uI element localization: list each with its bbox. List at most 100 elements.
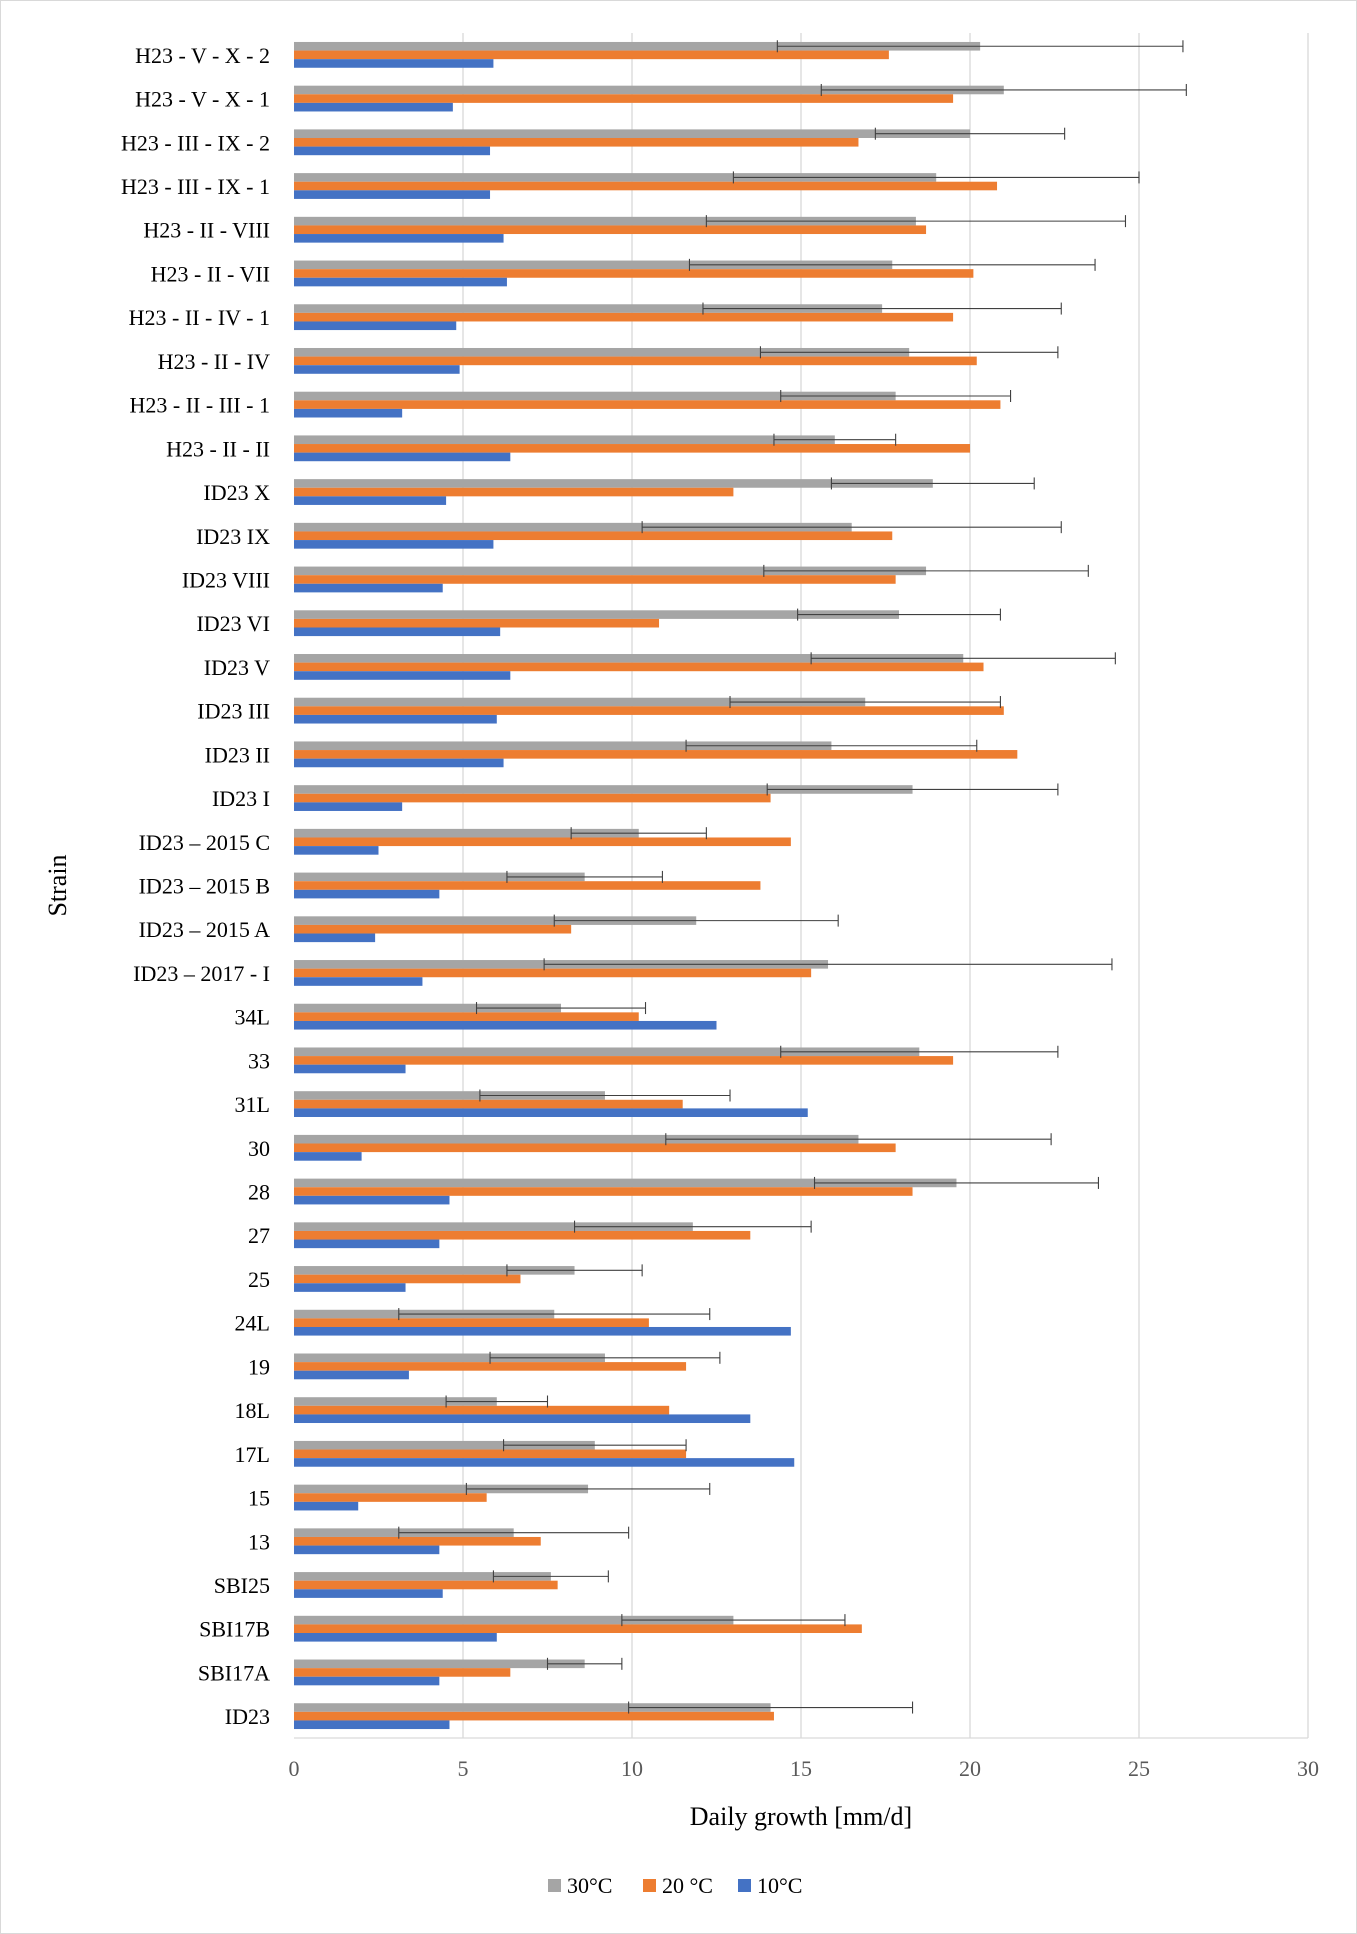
bar bbox=[294, 1589, 443, 1598]
bar bbox=[294, 1230, 751, 1240]
bar bbox=[294, 1353, 605, 1363]
bar bbox=[294, 400, 1001, 409]
category-label: H23 - II - VII bbox=[151, 261, 270, 286]
bar bbox=[294, 933, 376, 943]
bar bbox=[294, 1318, 649, 1327]
bar bbox=[294, 1056, 954, 1065]
legend-label: 20 °C bbox=[662, 1873, 713, 1898]
bar bbox=[294, 671, 511, 680]
bar bbox=[294, 1703, 771, 1712]
bar bbox=[294, 540, 494, 549]
category-label: 15 bbox=[248, 1486, 270, 1511]
bar bbox=[294, 889, 440, 899]
category-label: 31L bbox=[235, 1092, 270, 1117]
bar bbox=[294, 924, 572, 934]
category-label: 24L bbox=[235, 1311, 270, 1336]
bar bbox=[294, 531, 893, 541]
category-label: 13 bbox=[248, 1529, 270, 1554]
category-label: 18L bbox=[235, 1398, 270, 1423]
bar bbox=[294, 610, 900, 619]
bars-layer bbox=[294, 41, 1018, 1730]
bar bbox=[294, 1362, 687, 1371]
x-axis-ticks: 0 5 10 15 20 25 30 bbox=[289, 1756, 1320, 1781]
bar bbox=[294, 618, 660, 628]
bar bbox=[294, 1633, 497, 1642]
bar bbox=[294, 793, 771, 803]
bar bbox=[294, 1222, 693, 1231]
category-label: 25 bbox=[248, 1267, 270, 1292]
category-label: H23 - III - IX - 1 bbox=[121, 174, 270, 199]
bar bbox=[294, 260, 893, 270]
bar bbox=[294, 1239, 440, 1249]
bar bbox=[294, 1676, 440, 1686]
bar bbox=[294, 758, 504, 768]
category-label: ID23 – 2017 - I bbox=[133, 961, 270, 986]
bar bbox=[294, 1266, 575, 1275]
x-tick-label: 25 bbox=[1128, 1756, 1150, 1781]
category-label: ID23 V bbox=[204, 655, 270, 680]
bar bbox=[294, 1370, 409, 1380]
bar bbox=[294, 741, 832, 751]
bar bbox=[294, 566, 927, 576]
bar bbox=[294, 50, 889, 60]
bar bbox=[294, 968, 812, 978]
bar bbox=[294, 1484, 589, 1494]
category-label: ID23 I bbox=[212, 786, 270, 811]
category-label: 19 bbox=[248, 1354, 270, 1379]
x-axis-title: Daily growth [mm/d] bbox=[690, 1802, 912, 1831]
bar bbox=[294, 802, 403, 811]
category-label: ID23 – 2015 A bbox=[139, 917, 271, 942]
bar bbox=[294, 654, 964, 663]
bar bbox=[294, 452, 511, 462]
category-label: H23 - II - VIII bbox=[143, 218, 270, 243]
bar bbox=[294, 1668, 511, 1677]
bar bbox=[294, 216, 916, 226]
bar bbox=[294, 1659, 585, 1669]
bar bbox=[294, 714, 497, 724]
bar bbox=[294, 277, 507, 287]
legend-label: 10°C bbox=[757, 1873, 802, 1898]
bar bbox=[294, 1720, 450, 1730]
bar bbox=[294, 444, 970, 453]
bar bbox=[294, 1020, 717, 1030]
bar bbox=[294, 1615, 734, 1625]
bar bbox=[294, 1187, 913, 1196]
category-label: ID23 III bbox=[197, 699, 270, 724]
bar bbox=[294, 1326, 791, 1336]
bar bbox=[294, 916, 697, 925]
bar bbox=[294, 872, 585, 882]
bar bbox=[294, 190, 491, 199]
bar bbox=[294, 977, 423, 986]
bar bbox=[294, 1003, 562, 1013]
bar bbox=[294, 181, 998, 191]
category-label: SBI17A bbox=[198, 1660, 270, 1685]
bar bbox=[294, 1572, 551, 1581]
bar bbox=[294, 1099, 683, 1109]
category-label: 34L bbox=[235, 1005, 270, 1030]
legend-label: 30°C bbox=[567, 1873, 612, 1898]
bar bbox=[294, 102, 453, 112]
bar bbox=[294, 356, 977, 366]
bar bbox=[294, 365, 460, 374]
x-tick-label: 20 bbox=[959, 1756, 981, 1781]
bar bbox=[294, 1134, 859, 1144]
category-label: 27 bbox=[248, 1223, 270, 1248]
bar bbox=[294, 312, 954, 322]
bar bbox=[294, 706, 1004, 715]
bar bbox=[294, 1108, 808, 1117]
bar bbox=[294, 1047, 920, 1057]
bar bbox=[294, 1143, 896, 1153]
category-label: H23 - II - II bbox=[166, 436, 270, 461]
bar bbox=[294, 575, 896, 584]
category-label: ID23 – 2015 B bbox=[139, 874, 270, 899]
bar bbox=[294, 750, 1018, 759]
bar bbox=[294, 837, 791, 847]
bar bbox=[294, 146, 491, 156]
category-label: ID23 VI bbox=[196, 611, 270, 636]
category-label: ID23 bbox=[225, 1704, 270, 1729]
bar bbox=[294, 662, 984, 672]
bar bbox=[294, 304, 883, 313]
bar bbox=[294, 1405, 670, 1415]
bar bbox=[294, 1493, 487, 1502]
